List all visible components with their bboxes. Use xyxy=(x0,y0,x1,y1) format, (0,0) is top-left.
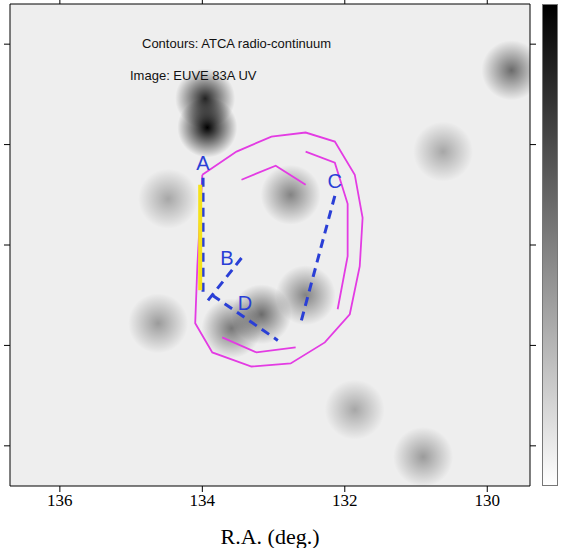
svg-text:A: A xyxy=(196,152,210,174)
html-text:Contours: ATCA radio-continuum: Contours: ATCA radio-continuum xyxy=(142,36,332,51)
svg-text:D: D xyxy=(238,292,252,314)
svg-text:132: 132 xyxy=(332,491,358,510)
svg-text:B: B xyxy=(220,247,233,269)
svg-text:C: C xyxy=(328,170,342,192)
html-text:Image: EUVE 83A UV: Image: EUVE 83A UV xyxy=(130,68,257,83)
svg-text:R.A. (deg.): R.A. (deg.) xyxy=(221,524,320,548)
svg-text:136: 136 xyxy=(47,491,73,510)
svg-text:134: 134 xyxy=(190,491,216,510)
svg-text:130: 130 xyxy=(475,491,501,510)
